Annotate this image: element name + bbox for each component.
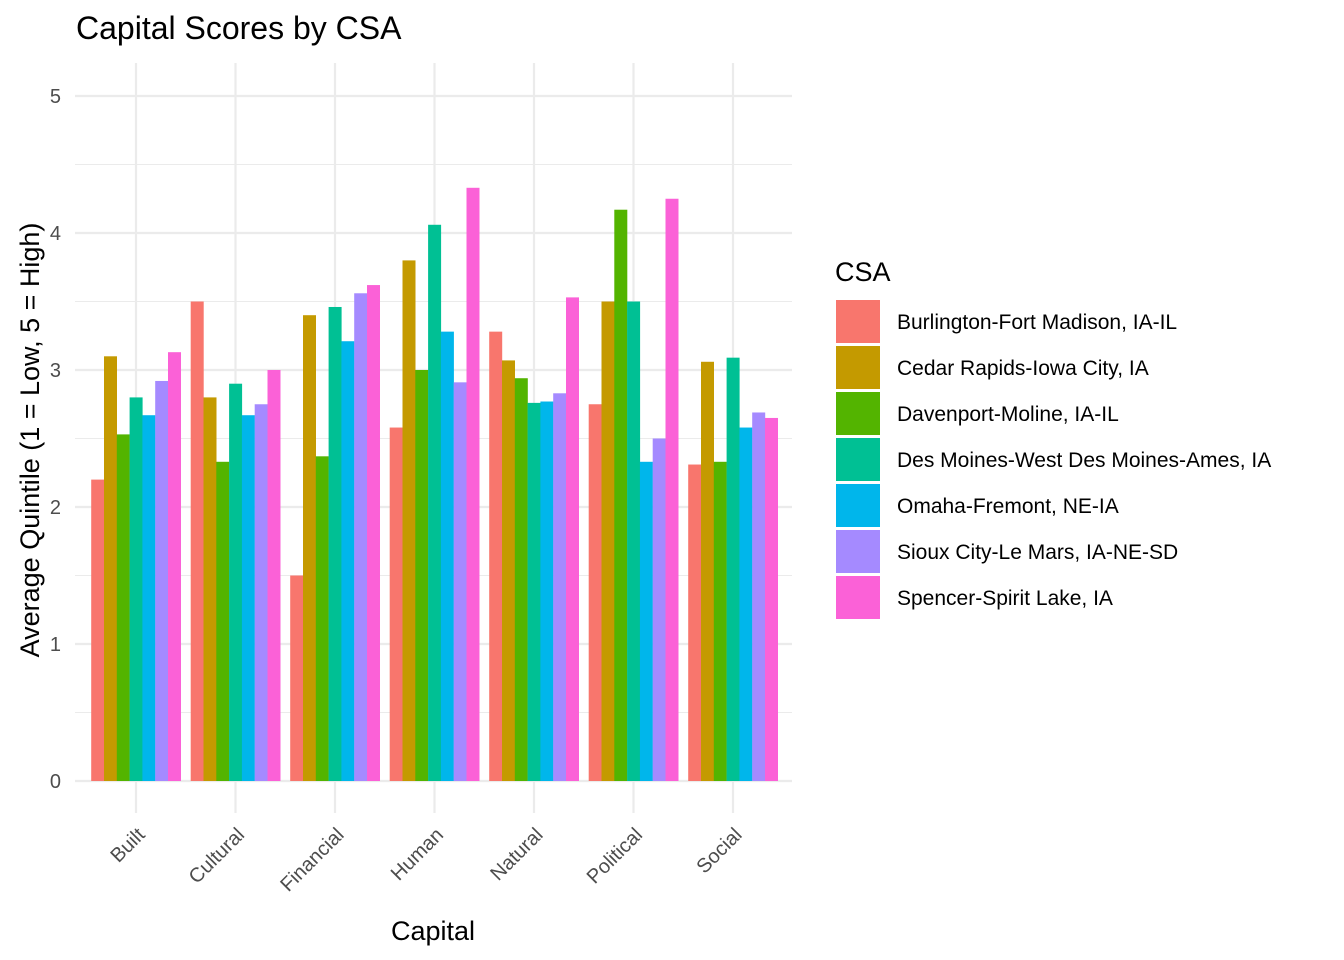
y-tick-label: 5 (50, 86, 61, 108)
x-tick-label: Political (583, 824, 647, 888)
bar (142, 415, 156, 781)
bar (713, 461, 727, 781)
legend-label: Des Moines-West Des Moines-Ames, IA (897, 449, 1271, 472)
bar (489, 331, 503, 781)
bar (514, 378, 528, 781)
bar (328, 306, 342, 781)
chart-title: Capital Scores by CSA (76, 10, 402, 46)
legend: CSA Burlington-Fort Madison, IA-IL Cedar … (835, 257, 1271, 619)
bar (290, 575, 304, 781)
legend-label: Sioux City-Le Mars, IA-NE-SD (897, 541, 1178, 564)
bar (341, 341, 355, 781)
legend-title: CSA (835, 257, 891, 287)
bars (91, 187, 778, 782)
bar (241, 415, 255, 781)
x-tick-label: Social (692, 824, 746, 878)
x-tick-label: Human (387, 824, 448, 885)
bar (155, 380, 169, 781)
bar (540, 401, 554, 781)
bar (527, 402, 541, 781)
bar (254, 404, 268, 781)
bar (367, 285, 380, 781)
bar (168, 352, 181, 781)
y-axis-ticks: 0 1 2 3 4 5 (50, 86, 61, 793)
bar (627, 301, 641, 781)
x-tick-label: Cultural (185, 824, 249, 888)
bar (652, 438, 666, 781)
bar (104, 356, 117, 781)
bar (303, 315, 316, 781)
y-tick-label: 3 (50, 360, 61, 382)
bar (190, 301, 204, 781)
bar (129, 397, 143, 781)
bar (415, 370, 429, 781)
legend-label: Omaha-Fremont, NE-IA (897, 495, 1119, 518)
y-tick-label: 0 (50, 771, 61, 793)
bar (639, 461, 653, 781)
x-tick-label: Financial (276, 824, 348, 896)
legend-key (836, 392, 880, 435)
bar (765, 417, 778, 781)
bar (588, 404, 602, 781)
bar (440, 331, 454, 781)
bar (601, 301, 615, 781)
legend-label: Spencer-Spirit Lake, IA (897, 587, 1113, 610)
bar (453, 382, 467, 781)
x-axis-title: Capital (391, 916, 475, 946)
bar (614, 209, 628, 781)
legend-label: Cedar Rapids-Iowa City, IA (897, 357, 1149, 380)
y-tick-label: 2 (50, 497, 61, 519)
bar (701, 361, 714, 781)
bar (739, 427, 753, 781)
legend-key (836, 438, 880, 481)
legend-key (836, 300, 880, 343)
y-tick-label: 1 (50, 634, 61, 656)
legend-key (836, 530, 880, 573)
bar (726, 357, 740, 781)
bar (116, 434, 130, 781)
legend-label: Davenport-Moline, IA-IL (897, 403, 1119, 426)
bar (216, 461, 230, 781)
bar (428, 224, 442, 781)
legend-key (836, 576, 880, 619)
bar (389, 427, 403, 781)
y-tick-label: 4 (50, 223, 61, 245)
x-tick-label: Built (106, 824, 149, 867)
bar (91, 479, 105, 781)
bar (466, 187, 480, 782)
bar (553, 393, 567, 781)
bar (752, 412, 766, 781)
bar (402, 260, 416, 781)
bar (354, 293, 368, 781)
legend-key (836, 346, 880, 389)
x-axis-ticks: Built Cultural Financial Human Natural Politi… (106, 824, 746, 896)
y-axis-title: Average Quintile (1 = Low, 5 = High) (15, 223, 45, 658)
legend-key (836, 484, 880, 527)
bar (566, 297, 579, 781)
bar (502, 360, 515, 781)
bar (688, 464, 702, 781)
bar (203, 397, 217, 781)
bar (229, 383, 243, 781)
legend-label: Burlington-Fort Madison, IA-IL (897, 311, 1177, 334)
x-tick-label: Natural (486, 824, 547, 885)
bar (665, 198, 679, 781)
bar (315, 456, 329, 781)
bar (267, 370, 281, 781)
